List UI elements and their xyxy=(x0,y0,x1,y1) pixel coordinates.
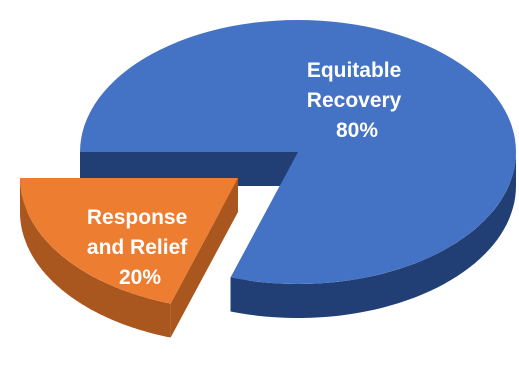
slice-label-response-and-relief: Response and Relief 20% xyxy=(87,206,193,289)
slice-label-line: 20% xyxy=(119,266,161,289)
slice-label-line: Recovery xyxy=(307,89,402,112)
slice-label-line: Response xyxy=(87,206,187,229)
slice-tops-layer xyxy=(20,19,516,304)
slice-label-equitable-recovery: Equitable Recovery 80% xyxy=(307,59,407,142)
slice-response-and-relief-wall-0 xyxy=(170,178,238,338)
slice-response-and-relief xyxy=(20,178,238,304)
slice-label-line: Equitable xyxy=(307,59,402,82)
slice-equitable-recovery xyxy=(79,19,516,284)
slice-equitable-recovery-wall-0 xyxy=(80,152,298,186)
slice-label-line: 80% xyxy=(336,119,378,142)
slice-label-line: and Relief xyxy=(87,236,188,259)
slice-equitable-recovery-rim xyxy=(230,152,516,318)
slice-response-and-relief-rim xyxy=(20,178,171,338)
